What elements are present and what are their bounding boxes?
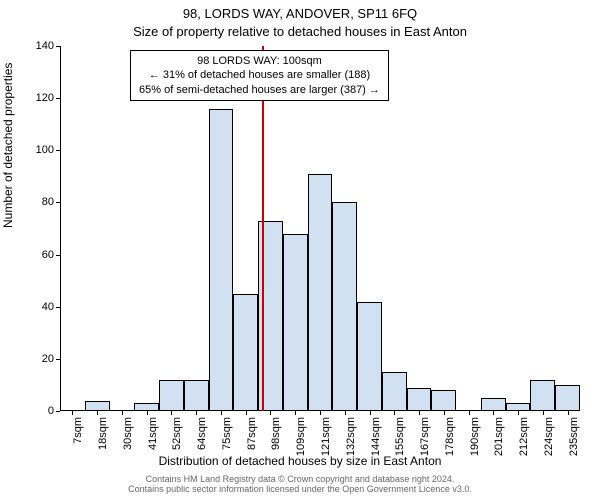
x-tick-label: 30sqm xyxy=(122,417,134,450)
x-tick-label: 121sqm xyxy=(320,417,332,456)
x-tick-label: 144sqm xyxy=(370,417,382,456)
x-tick-label: 98sqm xyxy=(270,417,282,450)
y-tick-label: 120 xyxy=(36,92,54,104)
y-tick-label: 140 xyxy=(36,40,54,52)
footer-line1: Contains HM Land Registry data © Crown c… xyxy=(146,474,455,484)
x-tick-label: 87sqm xyxy=(246,417,258,450)
y-tick-mark xyxy=(56,202,60,203)
x-tick-mark xyxy=(72,411,73,415)
x-tick-mark xyxy=(270,411,271,415)
y-tick-mark xyxy=(56,46,60,47)
x-axis-label: Distribution of detached houses by size … xyxy=(0,454,600,468)
x-tick-label: 167sqm xyxy=(419,417,431,456)
histogram-bar xyxy=(159,380,184,411)
x-tick-label: 41sqm xyxy=(147,417,159,450)
annotation-line1: 98 LORDS WAY: 100sqm xyxy=(197,55,322,67)
footer-text: Contains HM Land Registry data © Crown c… xyxy=(0,474,600,495)
x-tick-label: 224sqm xyxy=(543,417,555,456)
histogram-bar xyxy=(407,388,432,411)
x-tick-label: 132sqm xyxy=(345,417,357,456)
y-tick-mark xyxy=(56,411,60,412)
x-tick-mark xyxy=(493,411,494,415)
x-tick-mark xyxy=(518,411,519,415)
plot-area: 0204060801001201407sqm18sqm30sqm41sqm52s… xyxy=(60,46,580,411)
x-tick-mark xyxy=(295,411,296,415)
x-tick-mark xyxy=(543,411,544,415)
x-tick-mark xyxy=(394,411,395,415)
histogram-bar xyxy=(184,380,209,411)
x-tick-mark xyxy=(320,411,321,415)
histogram-bar xyxy=(233,294,258,411)
histogram-bar xyxy=(506,403,531,411)
y-axis-label: Number of detached properties xyxy=(1,63,15,228)
x-tick-mark xyxy=(246,411,247,415)
y-tick-label: 80 xyxy=(42,196,54,208)
histogram-bar xyxy=(332,202,357,411)
y-tick-label: 100 xyxy=(36,144,54,156)
x-tick-label: 18sqm xyxy=(97,417,109,450)
y-tick-label: 60 xyxy=(42,249,54,261)
x-tick-mark xyxy=(419,411,420,415)
chart-title-sub: Size of property relative to detached ho… xyxy=(0,24,600,39)
y-tick-mark xyxy=(56,307,60,308)
histogram-bar xyxy=(555,385,580,411)
x-tick-label: 235sqm xyxy=(568,417,580,456)
histogram-bar xyxy=(382,372,407,411)
y-tick-label: 20 xyxy=(42,353,54,365)
x-tick-label: 52sqm xyxy=(171,417,183,450)
histogram-bar xyxy=(357,302,382,412)
histogram-bar xyxy=(530,380,555,411)
histogram-bar xyxy=(134,403,159,411)
y-tick-mark xyxy=(56,98,60,99)
x-tick-mark xyxy=(345,411,346,415)
annotation-line3: 65% of semi-detached houses are larger (… xyxy=(139,84,380,96)
histogram-bar xyxy=(85,401,110,411)
chart-title-main: 98, LORDS WAY, ANDOVER, SP11 6FQ xyxy=(0,6,600,21)
x-tick-label: 64sqm xyxy=(196,417,208,450)
histogram-bar xyxy=(283,234,308,411)
x-tick-mark xyxy=(444,411,445,415)
histogram-bar xyxy=(209,109,234,411)
y-tick-mark xyxy=(56,255,60,256)
y-tick-label: 40 xyxy=(42,301,54,313)
x-tick-mark xyxy=(370,411,371,415)
x-tick-label: 109sqm xyxy=(295,417,307,456)
y-tick-label: 0 xyxy=(48,405,54,417)
histogram-bar xyxy=(481,398,506,411)
y-axis-line xyxy=(60,46,61,411)
y-tick-mark xyxy=(56,150,60,151)
footer-line2: Contains public sector information licen… xyxy=(128,484,472,494)
x-tick-mark xyxy=(221,411,222,415)
x-tick-label: 178sqm xyxy=(444,417,456,456)
x-tick-mark xyxy=(122,411,123,415)
x-tick-mark xyxy=(147,411,148,415)
x-tick-label: 190sqm xyxy=(469,417,481,456)
annotation-box: 98 LORDS WAY: 100sqm ← 31% of detached ho… xyxy=(130,50,389,101)
x-tick-label: 7sqm xyxy=(72,417,84,444)
chart-container: 98, LORDS WAY, ANDOVER, SP11 6FQ Size of… xyxy=(0,0,600,500)
x-tick-mark xyxy=(171,411,172,415)
x-tick-label: 75sqm xyxy=(221,417,233,450)
x-tick-mark xyxy=(469,411,470,415)
annotation-line2: ← 31% of detached houses are smaller (18… xyxy=(149,69,370,81)
x-tick-label: 201sqm xyxy=(493,417,505,456)
x-tick-mark xyxy=(196,411,197,415)
y-tick-mark xyxy=(56,359,60,360)
histogram-bar xyxy=(431,390,456,411)
x-tick-label: 212sqm xyxy=(518,417,530,456)
x-tick-mark xyxy=(568,411,569,415)
x-tick-label: 155sqm xyxy=(394,417,406,456)
x-tick-mark xyxy=(97,411,98,415)
histogram-bar xyxy=(308,174,333,411)
